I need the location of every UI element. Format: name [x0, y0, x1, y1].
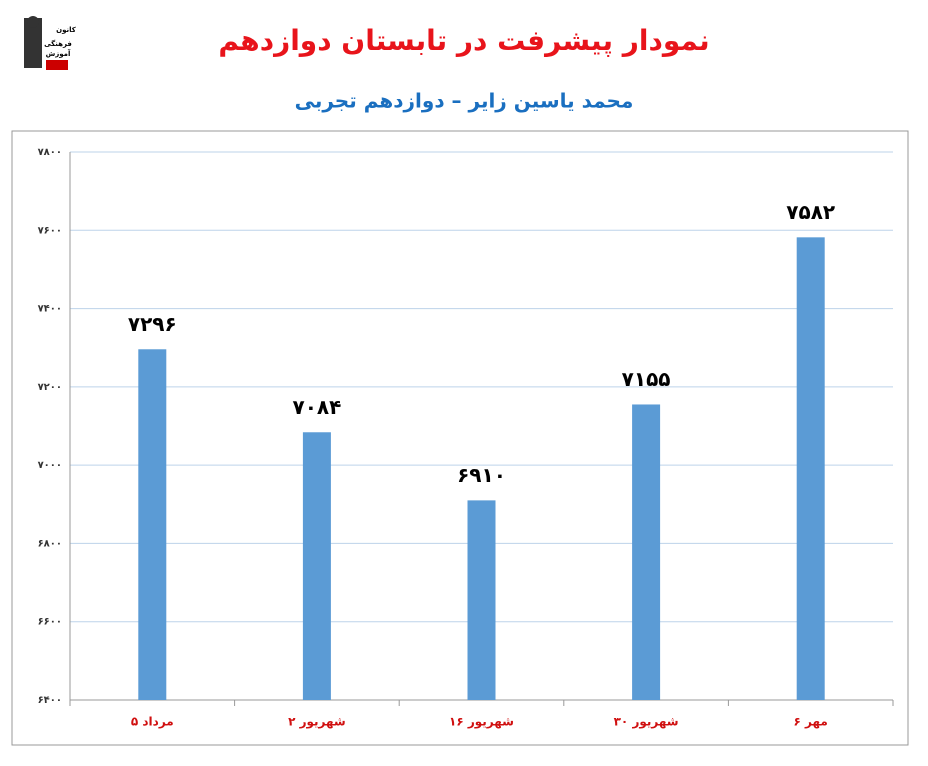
- y-tick-label: ۶۴۰۰: [38, 695, 62, 706]
- x-tick-label: ۱۶ شهریور: [449, 715, 514, 730]
- data-label: ۶۹۱۰: [457, 463, 506, 487]
- y-tick-label: ۷۶۰۰: [38, 225, 62, 236]
- data-label: ۷۵۸۲: [786, 200, 835, 224]
- logo-text: فرهنگی: [44, 39, 72, 48]
- data-label: ۷۰۸۴: [292, 395, 341, 419]
- bar: [467, 500, 496, 700]
- data-label: ۷۱۵۵: [622, 367, 671, 391]
- logo-band: [46, 60, 68, 70]
- bar: [632, 404, 661, 700]
- logo: کانون فرهنگی آموزش: [24, 16, 77, 70]
- chart-title: نمودار پیشرفت در تابستان دوازدهم: [218, 24, 709, 57]
- bar: [302, 432, 331, 700]
- y-tick-label: ۷۴۰۰: [38, 304, 62, 315]
- x-tick-label: ۶ مهر: [794, 715, 828, 729]
- y-tick-label: ۶۶۰۰: [38, 617, 62, 628]
- y-tick-label: ۶۸۰۰: [38, 538, 62, 549]
- y-tick-label: ۷۲۰۰: [38, 382, 62, 393]
- logo-figure: [24, 18, 42, 68]
- y-tick-label: ۷۸۰۰: [38, 147, 62, 158]
- x-tick-label: ۳۰ شهریور: [614, 715, 679, 730]
- chart-frame: [11, 130, 909, 746]
- bar: [138, 349, 167, 700]
- bar: [796, 237, 825, 700]
- y-tick-label: ۷۰۰۰: [38, 460, 62, 471]
- logo-text: کانون: [56, 26, 77, 34]
- data-label: ۷۲۹۶: [128, 312, 177, 336]
- logo-head: [27, 16, 39, 28]
- logo-text: آموزش: [46, 49, 71, 58]
- chart-subtitle: محمد یاسین زایر – دوازدهم تجربی: [295, 89, 634, 113]
- x-tick-label: ۲ شهریور: [288, 715, 346, 730]
- x-tick-label: ۵ مرداد: [131, 715, 174, 729]
